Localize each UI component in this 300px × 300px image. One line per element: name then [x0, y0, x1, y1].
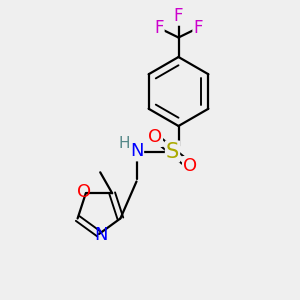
Text: O: O	[148, 128, 162, 146]
Text: H: H	[119, 136, 130, 151]
Text: N: N	[130, 142, 143, 160]
Text: S: S	[166, 142, 179, 161]
Text: F: F	[154, 19, 164, 37]
Text: O: O	[77, 183, 91, 201]
Text: O: O	[183, 157, 197, 175]
Text: F: F	[193, 19, 203, 37]
Text: N: N	[94, 226, 107, 244]
Text: F: F	[174, 7, 183, 25]
